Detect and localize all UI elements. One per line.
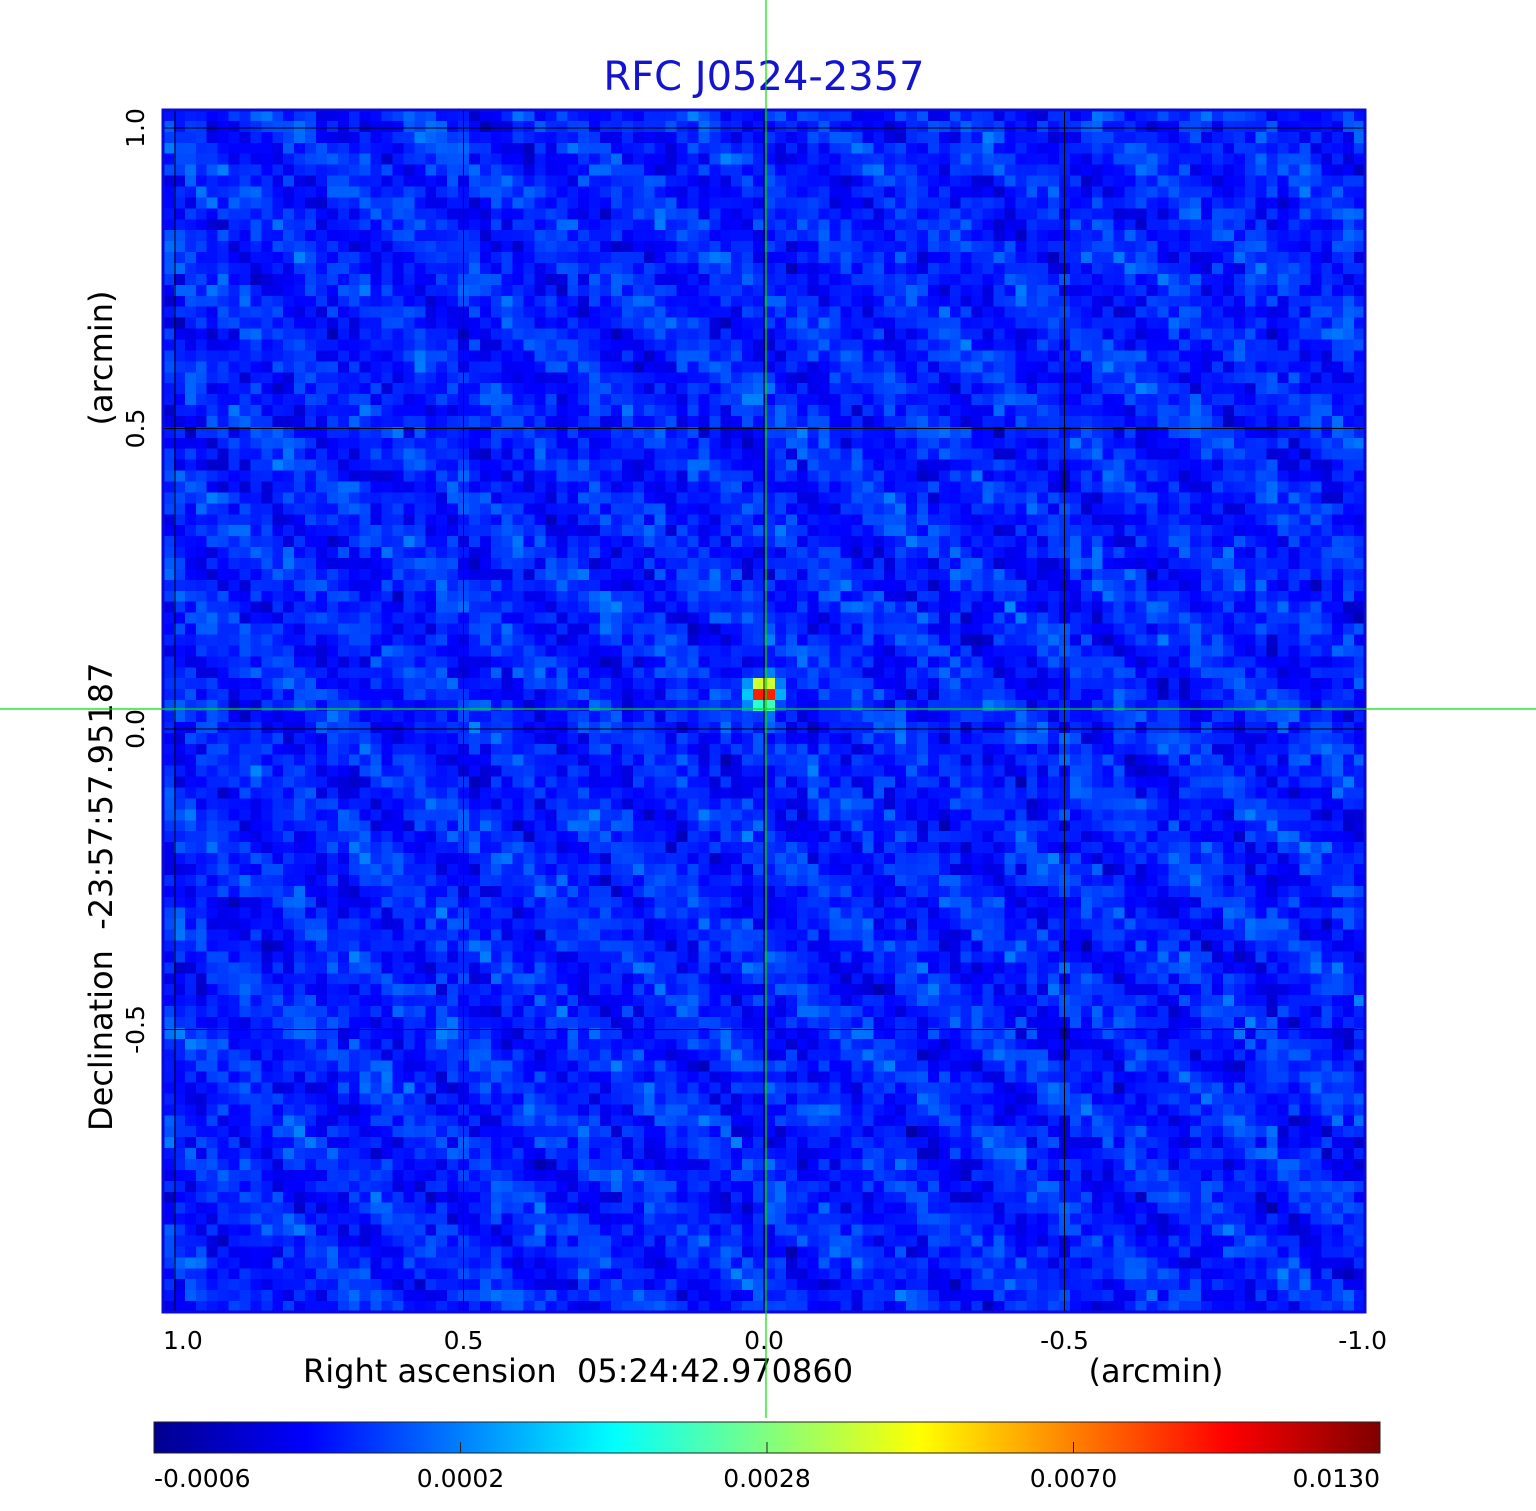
x-axis-label: Right ascension 05:24:42.970860 [303,1352,853,1390]
colorbar-tick-label: 0.0130 [1293,1464,1380,1493]
plot-frame [161,108,1367,1314]
y-tick-label: 0.0 [121,709,150,749]
y-tick-label: 1.0 [121,108,150,148]
colorbar-tick-label: 0.0028 [723,1464,810,1493]
colorbar-tick-label: -0.0006 [154,1464,251,1493]
x-tick-labels: 1.0 0.5 0.0 -0.5 -1.0 [163,1326,1387,1355]
y-tick-label: -0.5 [121,1005,150,1054]
crosshair [0,0,1536,1418]
y-tick-labels: 1.0 0.5 0.0 -0.5 [121,108,150,1054]
y-axis-label: Declination -23:57:57.95187 [82,663,120,1131]
chart-title: RFC J0524-2357 [603,54,924,100]
x-tick-label: 0.0 [744,1326,784,1355]
x-tick-label: -0.5 [1040,1326,1089,1355]
colorbar-tick-labels: -0.0006 0.0002 0.0028 0.0070 0.0130 [154,1442,1380,1493]
colorbar-tick-label: 0.0002 [417,1464,504,1493]
x-tick-label: -1.0 [1338,1326,1387,1355]
x-tick-label: 0.5 [444,1326,484,1355]
coordinate-grid [163,110,1366,1312]
y-tick-label: 0.5 [121,409,150,449]
x-tick-label: 1.0 [163,1326,203,1355]
x-axis-unit: (arcmin) [1089,1352,1224,1390]
colorbar-tick-label: 0.0070 [1030,1464,1117,1493]
y-axis-unit: (arcmin) [82,291,120,426]
